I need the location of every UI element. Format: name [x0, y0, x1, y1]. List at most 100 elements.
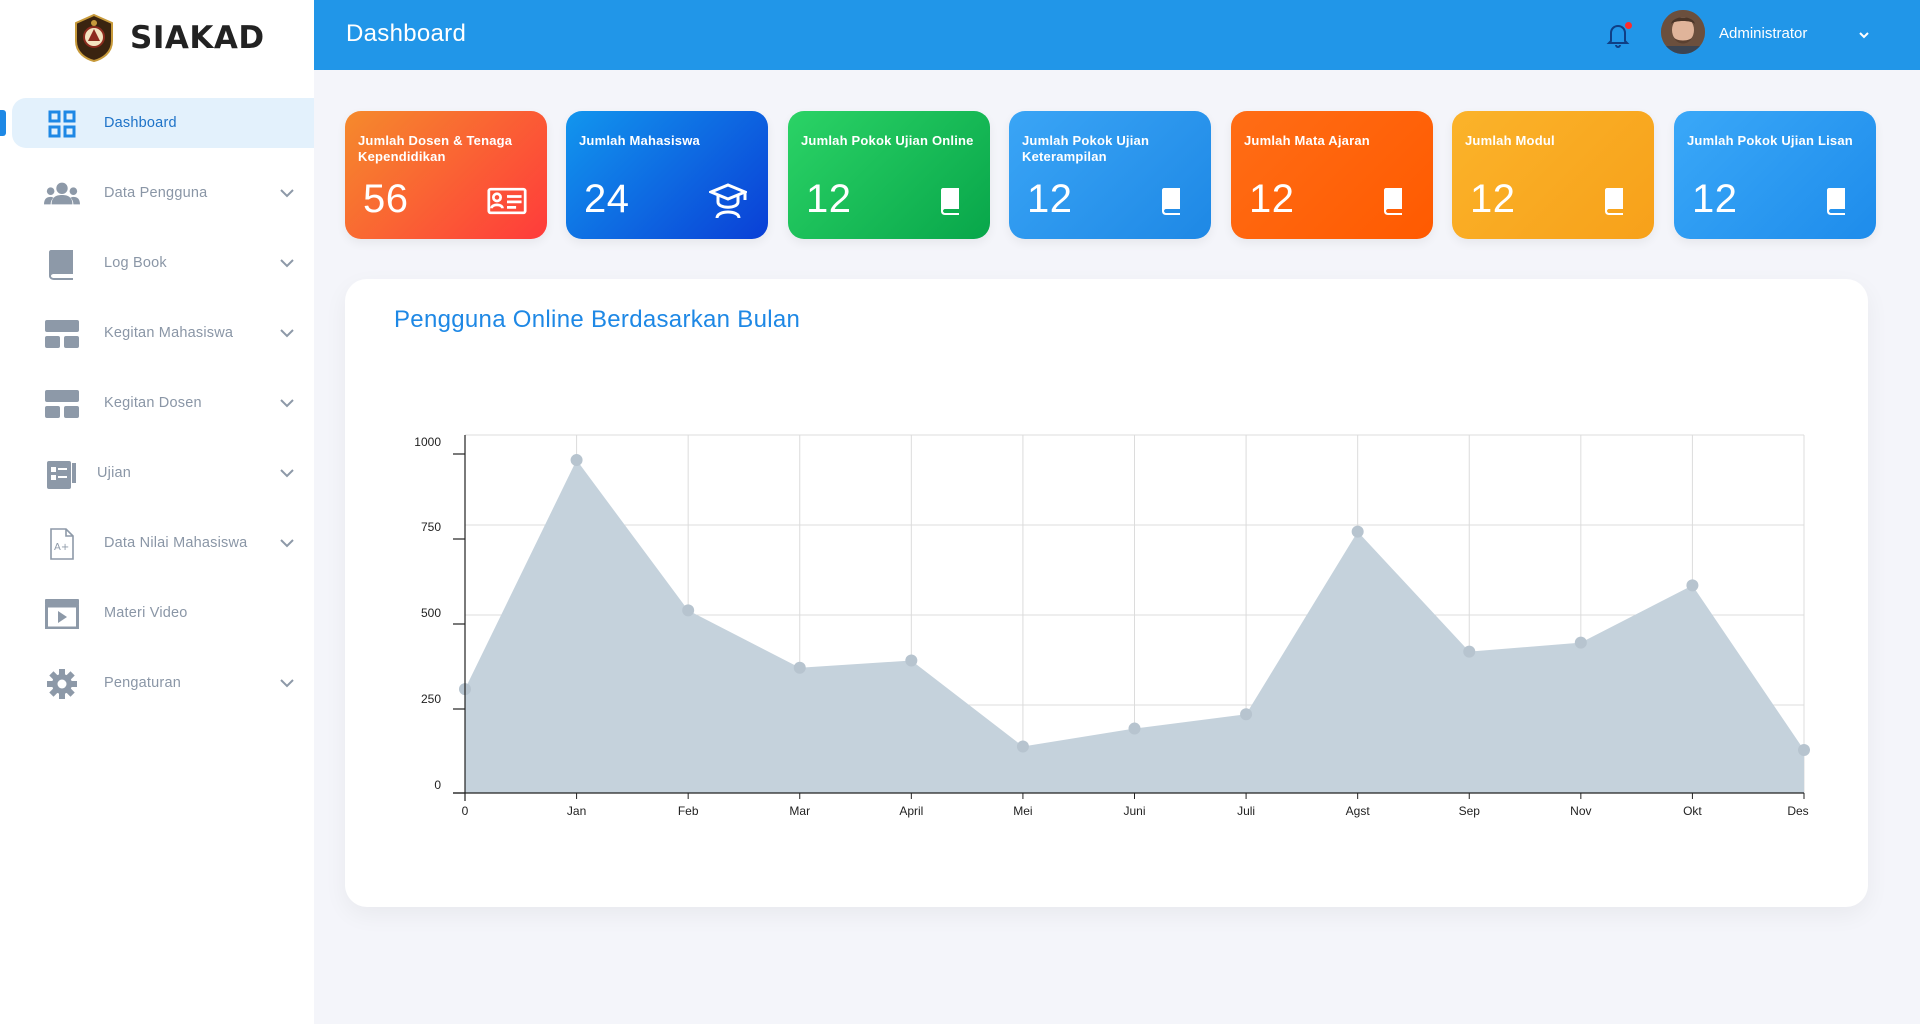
page-title: Dashboard — [346, 20, 467, 47]
stat-card-label: Jumlah Pokok Ujian Online — [801, 133, 974, 148]
video-icon — [44, 599, 80, 629]
grid-icon — [44, 109, 80, 139]
user-name[interactable]: Administrator — [1719, 25, 1808, 42]
book-icon — [44, 249, 80, 280]
x-tick-label: Mei — [1013, 804, 1032, 818]
avatar[interactable] — [1661, 10, 1705, 54]
chevron-down-icon — [280, 399, 294, 408]
x-tick-label: Mar — [789, 804, 810, 818]
stat-card-value: 12 — [1470, 177, 1516, 221]
y-tick-label: 0 — [434, 778, 441, 792]
chart-title: Pengguna Online Berdasarkan Bulan — [394, 306, 801, 333]
data-point — [1574, 636, 1587, 649]
stat-card-value: 12 — [1027, 177, 1073, 221]
x-tick-label: Feb — [678, 804, 699, 818]
sidebar-item-label: Pengaturan — [104, 675, 181, 691]
chevron-down-icon — [280, 679, 294, 688]
sidebar-item-label: Kegitan Dosen — [104, 395, 202, 411]
blocks-icon — [44, 389, 80, 419]
chevron-down-icon — [280, 259, 294, 268]
chevron-down-icon — [280, 189, 294, 198]
chevron-down-icon — [280, 329, 294, 338]
id-card-icon — [487, 181, 527, 221]
stat-card-label: Jumlah Mata Ajaran — [1244, 133, 1370, 148]
sidebar-item-label: Data Pengguna — [104, 185, 208, 201]
data-point — [1351, 525, 1364, 538]
book-icon — [930, 181, 970, 221]
university-emblem-icon — [75, 13, 113, 63]
sidebar: SIAKAD Dashboard Data Pengguna — [0, 0, 314, 1024]
svg-text:A+: A+ — [54, 542, 69, 553]
sidebar-item-data-pengguna[interactable]: Data Pengguna — [0, 168, 314, 218]
y-tick-label: 250 — [421, 692, 441, 706]
x-tick-label: Okt — [1683, 804, 1702, 818]
data-point — [1240, 708, 1253, 721]
stat-card-label: Jumlah Pokok Ujian Lisan — [1687, 133, 1853, 148]
x-tick-label: Agst — [1346, 804, 1371, 818]
top-header: Dashboard Administrator — [314, 0, 1920, 70]
stat-card-label: Jumlah Modul — [1465, 133, 1555, 148]
sidebar-item-data-nilai-mahasiswa[interactable]: A+ Data Nilai Mahasiswa — [0, 518, 314, 568]
stat-card-label: Jumlah Dosen & Tenaga Kependidikan — [358, 133, 513, 164]
data-point — [905, 654, 918, 667]
sidebar-item-label: Log Book — [104, 255, 167, 271]
sidebar-item-kegitan-mahasiswa[interactable]: Kegitan Mahasiswa — [0, 308, 314, 358]
book-icon — [1816, 181, 1856, 221]
sidebar-item-pengaturan[interactable]: Pengaturan — [0, 658, 314, 708]
sidebar-item-label: Materi Video — [104, 605, 188, 621]
chart-panel: Pengguna Online Berdasarkan Bulan 1000 75… — [345, 279, 1868, 907]
sidebar-item-label: Ujian — [97, 465, 132, 481]
chevron-down-icon — [280, 539, 294, 548]
sidebar-item-kegitan-dosen[interactable]: Kegitan Dosen — [0, 378, 314, 428]
stat-card-ujian-online[interactable]: Jumlah Pokok Ujian Online 12 — [788, 111, 990, 239]
data-point — [1686, 579, 1699, 592]
book-icon — [1594, 181, 1634, 221]
sidebar-item-dashboard[interactable]: Dashboard — [0, 98, 314, 148]
x-tick-label: Des — [1787, 804, 1808, 818]
stat-card-dosen[interactable]: Jumlah Dosen & Tenaga Kependidikan 56 — [345, 111, 547, 239]
x-tick-label: 0 — [462, 804, 469, 818]
x-tick-label: Juni — [1123, 804, 1145, 818]
checklist-icon — [44, 459, 80, 489]
chevron-down-icon[interactable] — [1858, 29, 1870, 41]
chevron-down-icon — [280, 469, 294, 478]
data-point — [793, 661, 806, 674]
book-icon — [1151, 181, 1191, 221]
x-tick-label: Jan — [567, 804, 586, 818]
x-tick-label: Sep — [1459, 804, 1481, 818]
data-point — [1463, 645, 1476, 658]
data-point — [682, 604, 695, 617]
gear-icon — [44, 669, 80, 699]
stat-card-modul[interactable]: Jumlah Modul 12 — [1452, 111, 1654, 239]
stat-card-mata-ajaran[interactable]: Jumlah Mata Ajaran 12 — [1231, 111, 1433, 239]
sidebar-item-log-book[interactable]: Log Book — [0, 238, 314, 288]
stat-card-ujian-lisan[interactable]: Jumlah Pokok Ujian Lisan 12 — [1674, 111, 1876, 239]
y-tick-label: 1000 — [414, 435, 441, 449]
grade-document-icon: A+ — [44, 528, 80, 560]
sidebar-item-materi-video[interactable]: Materi Video — [0, 588, 314, 638]
stat-card-value: 12 — [1249, 177, 1295, 221]
stat-card-ujian-keterampilan[interactable]: Jumlah Pokok Ujian Keterampilan 12 — [1009, 111, 1211, 239]
stat-card-value: 56 — [363, 177, 409, 221]
data-point — [1016, 740, 1029, 753]
stat-card-label: Jumlah Mahasiswa — [579, 133, 700, 148]
blocks-icon — [44, 319, 80, 349]
data-point — [1798, 744, 1810, 757]
stat-card-value: 12 — [806, 177, 852, 221]
sidebar-item-label: Dashboard — [104, 115, 177, 131]
app-logo[interactable]: SIAKAD — [72, 12, 265, 64]
sidebar-item-ujian[interactable]: Ujian — [0, 448, 314, 498]
sidebar-item-label: Kegitan Mahasiswa — [104, 325, 234, 341]
notification-bell-icon[interactable] — [1606, 22, 1630, 48]
sidebar-nav: Dashboard Data Pengguna Log Book — [0, 98, 314, 728]
users-icon — [44, 179, 80, 209]
sidebar-item-label: Data Nilai Mahasiswa — [104, 535, 248, 551]
data-point — [570, 454, 583, 467]
app-name: SIAKAD — [130, 20, 265, 56]
x-tick-label: Nov — [1570, 804, 1591, 818]
stat-card-value: 24 — [584, 177, 630, 221]
y-tick-label: 750 — [421, 520, 441, 534]
stat-card-mahasiswa[interactable]: Jumlah Mahasiswa 24 — [566, 111, 768, 239]
online-users-area-chart: 1000 750 500 250 0 0 Jan Feb Mar April Mei Juni Jul… — [414, 434, 1810, 818]
book-icon — [1373, 181, 1413, 221]
